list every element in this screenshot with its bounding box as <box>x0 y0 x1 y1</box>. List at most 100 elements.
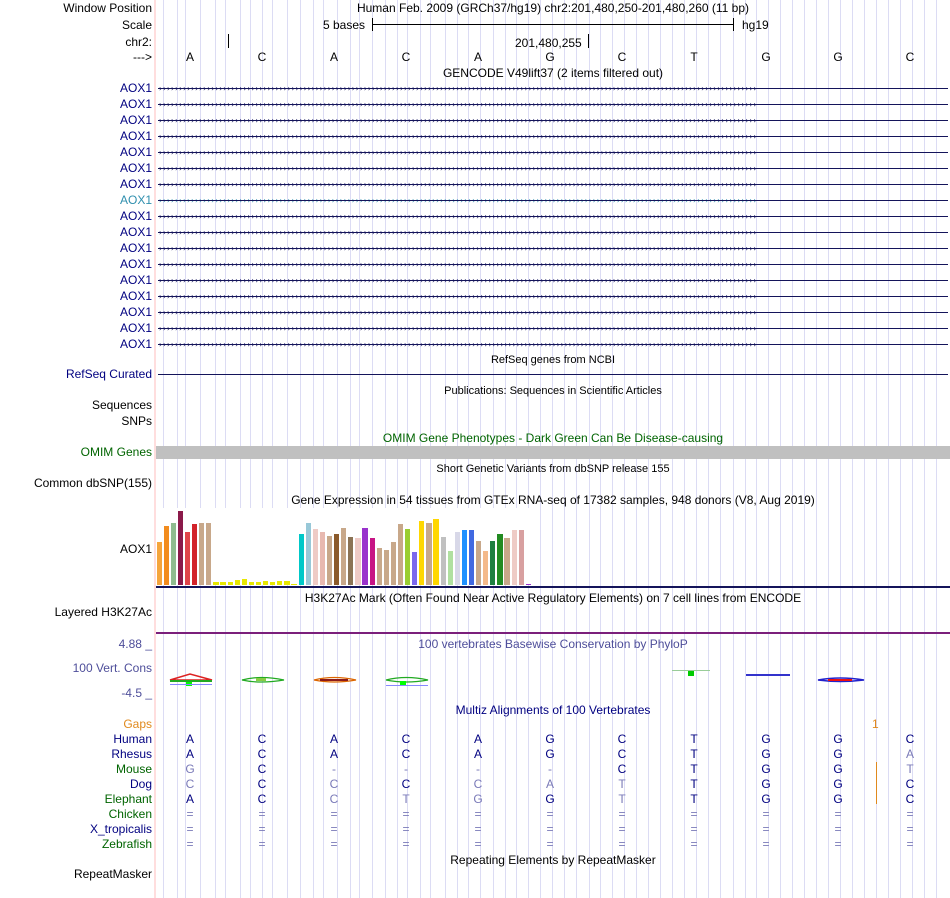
repeatmasker-label[interactable]: RepeatMasker <box>73 867 152 881</box>
gtex-tissue-bar[interactable] <box>277 581 283 585</box>
omim-gene-bar[interactable] <box>156 446 950 459</box>
gtex-tissue-bar[interactable] <box>220 582 226 585</box>
gencode-transcript-label[interactable]: AOX1 <box>119 81 152 95</box>
gtex-tissue-bar[interactable] <box>454 532 460 585</box>
gtex-tissue-bar[interactable] <box>326 536 333 585</box>
gencode-transcript-label[interactable]: AOX1 <box>119 113 152 127</box>
gtex-tissue-bar[interactable] <box>263 581 269 585</box>
publications-sequences-label[interactable]: Sequences <box>91 398 152 412</box>
gencode-transcript-label[interactable]: AOX1 <box>119 257 152 271</box>
refseq-curated-label[interactable]: RefSeq Curated <box>65 367 152 381</box>
gtex-tissue-bar[interactable] <box>483 551 489 585</box>
gencode-transcript-line[interactable]: ››››››››››››››››››››››››››››››››››››››››… <box>158 180 948 189</box>
gtex-tissue-bar[interactable] <box>319 532 326 585</box>
gencode-transcript-line[interactable]: ››››››››››››››››››››››››››››››››››››››››… <box>158 164 948 173</box>
species-label-elephant[interactable]: Elephant <box>104 792 152 806</box>
gencode-transcript-line[interactable]: ››››››››››››››››››››››››››››››››››››››››… <box>158 84 948 93</box>
gencode-transcript-line[interactable]: ››››››››››››››››››››››››››››››››››››››››… <box>158 292 948 301</box>
refseq-gene-line[interactable] <box>158 374 948 375</box>
gencode-transcript-line[interactable]: ››››››››››››››››››››››››››››››››››››››››… <box>158 228 948 237</box>
gtex-tissue-bar[interactable] <box>298 534 304 585</box>
dbsnp-track-title[interactable]: Short Genetic Variants from dbSNP releas… <box>436 463 670 475</box>
repeatmasker-track-title[interactable]: Repeating Elements by RepeatMasker <box>450 853 656 867</box>
gtex-tissue-bar[interactable] <box>291 584 297 585</box>
gencode-transcript-line[interactable]: ››››››››››››››››››››››››››››››››››››››››… <box>158 340 948 349</box>
gtex-tissue-bar[interactable] <box>504 538 510 585</box>
gtex-tissue-bar[interactable] <box>213 582 219 585</box>
gtex-tissue-bar[interactable] <box>234 580 240 585</box>
species-label-chicken[interactable]: Chicken <box>108 807 152 821</box>
gencode-transcript-label[interactable]: AOX1 <box>119 289 152 303</box>
gencode-transcript-label[interactable]: AOX1 <box>119 305 152 319</box>
gencode-transcript-label[interactable]: AOX1 <box>119 177 152 191</box>
common-dbsnp-label[interactable]: Common dbSNP(155) <box>33 476 152 490</box>
gencode-transcript-line[interactable]: ››››››››››››››››››››››››››››››››››››››››… <box>158 276 948 285</box>
layered-h3k27ac-label[interactable]: Layered H3K27Ac <box>54 605 152 619</box>
species-label-dog[interactable]: Dog <box>129 777 152 791</box>
gtex-tissue-bar[interactable] <box>476 541 482 585</box>
gtex-tissue-bar[interactable] <box>362 528 368 585</box>
gtex-tissue-bar[interactable] <box>447 551 453 585</box>
publications-track-title[interactable]: Publications: Sequences in Scientific Ar… <box>444 385 662 397</box>
gtex-tissue-bar[interactable] <box>192 524 198 585</box>
gencode-transcript-line[interactable]: ››››››››››››››››››››››››››››››››››››››››… <box>158 116 948 125</box>
gtex-tissue-bar[interactable] <box>156 542 162 585</box>
gtex-tissue-bar[interactable] <box>369 538 375 585</box>
gencode-transcript-label[interactable]: AOX1 <box>119 321 152 335</box>
gencode-transcript-line[interactable]: ››››››››››››››››››››››››››››››››››››››››… <box>158 324 948 333</box>
gtex-tissue-bar[interactable] <box>199 523 205 585</box>
species-label-mouse[interactable]: Mouse <box>115 762 152 776</box>
gtex-tissue-bar[interactable] <box>518 530 524 585</box>
gtex-tissue-bar[interactable] <box>525 584 531 585</box>
gencode-transcript-label[interactable]: AOX1 <box>119 209 152 223</box>
gtex-tissue-bar[interactable] <box>405 529 411 585</box>
gencode-transcript-label[interactable]: AOX1 <box>119 145 152 159</box>
species-label-human[interactable]: Human <box>113 732 152 746</box>
h3k27ac-track-title[interactable]: H3K27Ac Mark (Often Found Near Active Re… <box>304 591 802 605</box>
gtex-tissue-bar[interactable] <box>163 526 169 585</box>
multiz-track-title[interactable]: Multiz Alignments of 100 Vertebrates <box>455 703 651 717</box>
gencode-transcript-label[interactable]: AOX1 <box>119 241 152 255</box>
gtex-tissue-bar[interactable] <box>177 511 184 585</box>
species-label-zebrafish[interactable]: Zebrafish <box>101 837 152 851</box>
species-label-x_tropicalis[interactable]: X_tropicalis <box>89 822 152 836</box>
gtex-tissue-bar[interactable] <box>305 523 311 585</box>
gencode-transcript-line[interactable]: ››››››››››››››››››››››››››››››››››››››››… <box>158 308 948 317</box>
gtex-tissue-bar[interactable] <box>241 579 247 585</box>
gtex-tissue-bar[interactable] <box>397 524 404 585</box>
gencode-transcript-line[interactable]: ››››››››››››››››››››››››››››››››››››››››… <box>158 244 948 253</box>
gtex-tissue-bar[interactable] <box>390 542 397 585</box>
gencode-transcript-line[interactable]: ››››››››››››››››››››››››››››››››››››››››… <box>158 212 948 221</box>
gencode-transcript-line[interactable]: ››››››››››››››››››››››››››››››››››››››››… <box>158 100 948 109</box>
gencode-transcript-label[interactable]: AOX1 <box>119 97 152 111</box>
gtex-tissue-bar[interactable] <box>383 550 389 585</box>
gtex-tissue-bar[interactable] <box>461 530 468 585</box>
gtex-tissue-bar[interactable] <box>170 523 176 585</box>
gtex-tissue-bar[interactable] <box>184 532 191 585</box>
gencode-transcript-line[interactable]: ››››››››››››››››››››››››››››››››››››››››… <box>158 260 948 269</box>
gtex-gene-label[interactable]: AOX1 <box>119 542 152 556</box>
gtex-tissue-bar[interactable] <box>334 534 340 585</box>
gtex-tissue-bar[interactable] <box>433 519 439 585</box>
gencode-transcript-label[interactable]: AOX1 <box>119 273 152 287</box>
gtex-tissue-bar[interactable] <box>348 537 354 585</box>
gtex-tissue-bar[interactable] <box>376 548 382 585</box>
omim-track-title[interactable]: OMIM Gene Phenotypes - Dark Green Can Be… <box>382 431 724 445</box>
gencode-transcript-line[interactable]: ››››››››››››››››››››››››››››››››››››››››… <box>158 196 948 205</box>
gtex-tissue-bar[interactable] <box>497 534 503 585</box>
gencode-track-title[interactable]: GENCODE V49lift37 (2 items filtered out) <box>442 66 664 80</box>
gtex-tissue-bar[interactable] <box>255 582 262 585</box>
gtex-tissue-bar[interactable] <box>511 530 517 585</box>
gtex-tissue-bar[interactable] <box>206 523 212 585</box>
gtex-track-title[interactable]: Gene Expression in 54 tissues from GTEx … <box>291 493 815 507</box>
conservation-track-label[interactable]: 100 Vert. Cons <box>72 661 152 675</box>
refseq-track-title[interactable]: RefSeq genes from NCBI <box>490 354 616 366</box>
gencode-transcript-label[interactable]: AOX1 <box>119 161 152 175</box>
gencode-transcript-label[interactable]: AOX1 <box>119 129 152 143</box>
gtex-tissue-bar[interactable] <box>248 582 255 585</box>
gtex-tissue-bar[interactable] <box>270 582 276 585</box>
publications-snps-label[interactable]: SNPs <box>121 414 152 428</box>
gtex-tissue-bar[interactable] <box>227 582 233 585</box>
gtex-tissue-bar[interactable] <box>355 538 361 585</box>
gtex-tissue-bar[interactable] <box>412 552 418 585</box>
